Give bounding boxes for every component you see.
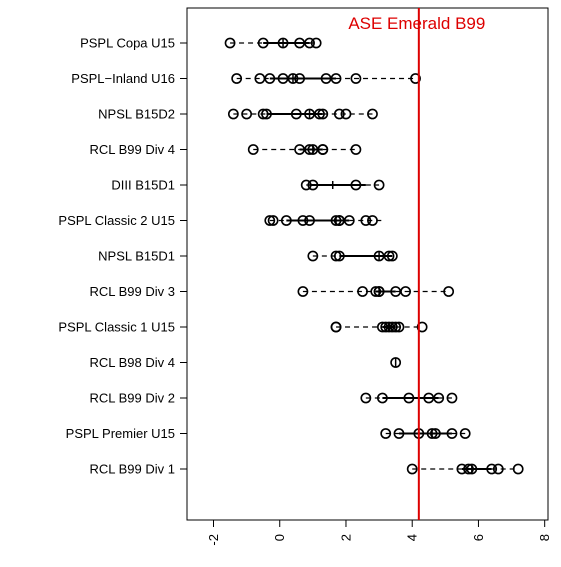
data-point: [307, 250, 319, 262]
data-point: [333, 250, 345, 262]
data-point: [380, 428, 392, 439]
data-point: [403, 392, 415, 404]
data-point: [433, 392, 445, 404]
data-point: [290, 108, 302, 120]
data-point: [463, 463, 474, 475]
y-tick-label: PSPL Copa U15: [80, 36, 175, 51]
data-point: [277, 37, 289, 49]
data-point: [317, 108, 329, 120]
data-point: [446, 428, 458, 439]
data-point: [350, 179, 362, 191]
data-point: [406, 463, 418, 475]
data-point: [386, 321, 398, 333]
data-point: [307, 179, 319, 191]
y-tick-label: NPSL B15D1: [98, 249, 175, 264]
data-point: [241, 108, 253, 120]
x-tick-label: 4: [405, 534, 420, 541]
data-point: [317, 144, 329, 155]
reference-line-label: ASE Emerald B99: [348, 14, 485, 33]
data-point: [350, 144, 362, 155]
data-point: [264, 215, 276, 226]
x-tick-label: 0: [272, 534, 287, 541]
x-tick-label: -2: [206, 534, 221, 546]
data-point: [330, 215, 342, 226]
data-point: [400, 286, 411, 297]
data-point: [330, 250, 342, 262]
data-point: [459, 428, 471, 439]
data-point: [377, 392, 388, 404]
y-tick-label: NPSL B15D2: [98, 107, 175, 122]
data-point: [370, 286, 382, 297]
data-point: [350, 73, 362, 84]
data-point: [386, 250, 398, 262]
data-point: [360, 215, 372, 226]
y-tick-label: PSPL Premier U15: [66, 426, 175, 441]
data-point: [304, 37, 315, 49]
data-point: [383, 250, 395, 262]
data-point: [264, 73, 276, 84]
data-point: [360, 392, 372, 404]
data-point: [304, 215, 315, 226]
data-point: [373, 179, 385, 191]
data-point: [416, 321, 428, 333]
data-point: [446, 392, 458, 404]
data-point: [231, 73, 243, 84]
data-point: [373, 286, 385, 297]
chart-plot-area: PSPL Copa U15 PSPL−Inland U16 NPSL B15D2 RC…: [58, 7, 552, 546]
data-point: [257, 108, 269, 120]
data-point: [294, 73, 306, 84]
data-point: [492, 463, 504, 475]
plot-frame: [186, 7, 549, 521]
y-tick-label: RCL B99 Div 3: [90, 284, 176, 299]
data-point: [247, 144, 259, 155]
y-tick-label: RCL B98 Div 4: [90, 355, 176, 370]
y-tick-label: DIII B15D1: [111, 178, 175, 193]
data-point: [410, 73, 421, 84]
data-point: [367, 215, 378, 226]
y-tick-label: PSPL−Inland U16: [71, 71, 175, 86]
x-tick-label: 8: [537, 534, 552, 541]
y-tick-label: RCL B99 Div 1: [90, 462, 176, 477]
data-point: [443, 286, 455, 297]
data-point: [367, 108, 378, 120]
data-point: [390, 321, 402, 333]
data-point: [466, 463, 478, 475]
data-point: [393, 428, 405, 439]
x-tick-label: 6: [471, 534, 486, 541]
data-point: [310, 37, 322, 49]
data-point: [390, 357, 402, 368]
data-point: [304, 144, 315, 155]
data-point: [224, 37, 236, 49]
y-tick-label: PSPL Classic 2 U15: [58, 213, 175, 228]
data-point: [426, 428, 438, 439]
data-point: [330, 73, 342, 84]
data-point: [267, 215, 279, 226]
data-point: [333, 108, 345, 120]
data-point: [357, 286, 368, 297]
data-point: [343, 215, 355, 226]
y-tick-label: PSPL Classic 1 U15: [58, 320, 175, 335]
data-point: [297, 215, 309, 226]
data-point: [287, 73, 299, 84]
x-tick-label: 2: [338, 534, 353, 541]
data-point: [340, 108, 352, 120]
data-point: [429, 428, 441, 439]
data-point: [512, 463, 524, 475]
data-point: [257, 37, 269, 49]
y-tick-label: RCL B99 Div 2: [90, 391, 176, 406]
y-tick-label: RCL B99 Div 4: [90, 142, 176, 157]
data-point: [261, 108, 272, 120]
data-point: [297, 286, 309, 297]
data-point: [314, 108, 325, 120]
data-point: [227, 108, 239, 120]
data-point: [330, 321, 342, 333]
data-point: [393, 321, 405, 333]
data-point: [280, 215, 292, 226]
data-point: [486, 463, 498, 475]
data-point: [300, 179, 312, 191]
